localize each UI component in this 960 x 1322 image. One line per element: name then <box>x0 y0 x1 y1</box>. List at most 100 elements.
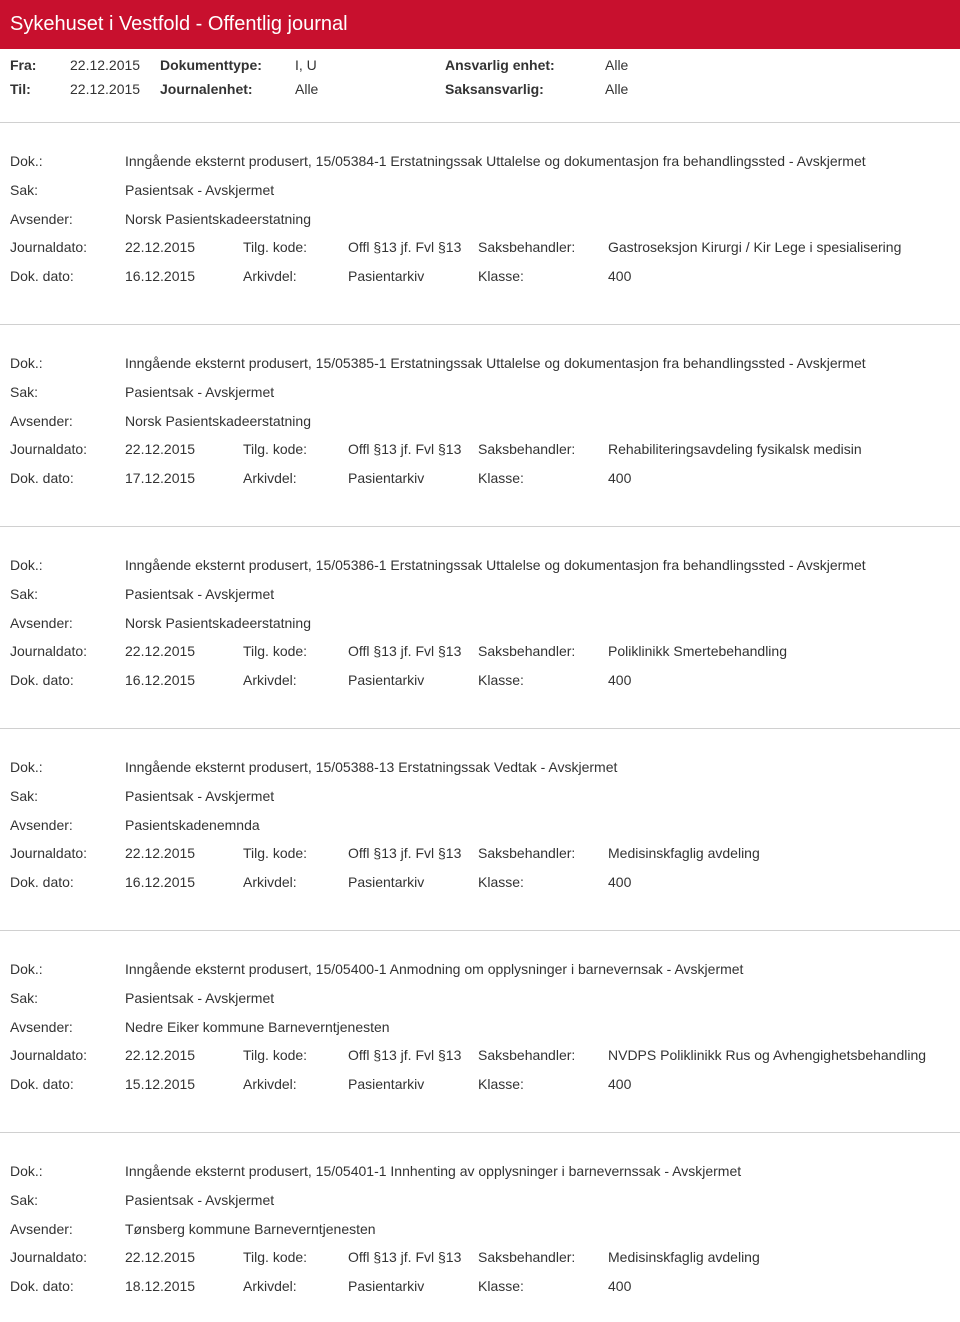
arkivdel-label: Arkivdel: <box>243 1275 348 1299</box>
records-list: Dok.: Inngående eksternt produsert, 15/0… <box>0 122 960 1322</box>
saksansvarlig-label: Saksansvarlig: <box>445 81 605 97</box>
tilgkode-label: Tilg. kode: <box>243 640 348 664</box>
klasse-value: 400 <box>608 1275 950 1299</box>
journaldato-value: 22.12.2015 <box>125 842 243 866</box>
tilgkode-label: Tilg. kode: <box>243 236 348 260</box>
dokdato-value: 16.12.2015 <box>125 871 243 895</box>
sak-label: Sak: <box>10 583 125 607</box>
dokdato-label: Dok. dato: <box>10 1073 125 1097</box>
saksbehandler-value: Medisinskfaglig avdeling <box>608 842 950 866</box>
dokdato-value: 15.12.2015 <box>125 1073 243 1097</box>
arkivdel-value: Pasientarkiv <box>348 871 478 895</box>
dokdato-label: Dok. dato: <box>10 265 125 289</box>
saksbehandler-label: Saksbehandler: <box>478 438 608 462</box>
dokdato-value: 18.12.2015 <box>125 1275 243 1299</box>
avsender-value: Tønsberg kommune Barneverntjenesten <box>125 1218 950 1242</box>
record-divider <box>0 324 960 325</box>
dok-value: Inngående eksternt produsert, 15/05386-1… <box>125 554 950 578</box>
fra-label: Fra: <box>10 57 70 73</box>
dok-value: Inngående eksternt produsert, 15/05385-1… <box>125 352 950 376</box>
doktype-value: I, U <box>295 57 445 73</box>
record-divider <box>0 526 960 527</box>
dokdato-value: 17.12.2015 <box>125 467 243 491</box>
sak-value: Pasientsak - Avskjermet <box>125 179 950 203</box>
page-header: Sykehuset i Vestfold - Offentlig journal <box>0 0 960 49</box>
dok-value: Inngående eksternt produsert, 15/05400-1… <box>125 958 950 982</box>
til-label: Til: <box>10 81 70 97</box>
sak-label: Sak: <box>10 1189 125 1213</box>
ansvarlig-label: Ansvarlig enhet: <box>445 57 605 73</box>
journaldato-label: Journaldato: <box>10 842 125 866</box>
saksbehandler-value: Rehabiliteringsavdeling fysikalsk medisi… <box>608 438 950 462</box>
meta-row-1: Fra: 22.12.2015 Dokumenttype: I, U Ansva… <box>0 49 960 73</box>
sak-value: Pasientsak - Avskjermet <box>125 785 950 809</box>
arkivdel-label: Arkivdel: <box>243 669 348 693</box>
avsender-label: Avsender: <box>10 814 125 838</box>
dok-label: Dok.: <box>10 1160 125 1184</box>
arkivdel-label: Arkivdel: <box>243 1073 348 1097</box>
tilgkode-value: Offl §13 jf. Fvl §13 <box>348 1044 478 1068</box>
sak-label: Sak: <box>10 785 125 809</box>
journaldato-value: 22.12.2015 <box>125 438 243 462</box>
klasse-value: 400 <box>608 871 950 895</box>
sak-value: Pasientsak - Avskjermet <box>125 987 950 1011</box>
klasse-value: 400 <box>608 467 950 491</box>
record-divider <box>0 1132 960 1133</box>
avsender-value: Pasientskadenemnda <box>125 814 950 838</box>
dok-value: Inngående eksternt produsert, 15/05388-1… <box>125 756 950 780</box>
avsender-label: Avsender: <box>10 410 125 434</box>
saksbehandler-label: Saksbehandler: <box>478 640 608 664</box>
dokdato-label: Dok. dato: <box>10 467 125 491</box>
dokdato-label: Dok. dato: <box>10 871 125 895</box>
klasse-value: 400 <box>608 1073 950 1097</box>
saksbehandler-value: NVDPS Poliklinikk Rus og Avhengighetsbeh… <box>608 1044 950 1068</box>
journaldato-label: Journaldato: <box>10 1044 125 1068</box>
record-divider <box>0 728 960 729</box>
journalenhet-value: Alle <box>295 81 445 97</box>
dok-label: Dok.: <box>10 958 125 982</box>
avsender-value: Norsk Pasientskadeerstatning <box>125 410 950 434</box>
tilgkode-label: Tilg. kode: <box>243 1044 348 1068</box>
arkivdel-label: Arkivdel: <box>243 265 348 289</box>
klasse-label: Klasse: <box>478 669 608 693</box>
dokdato-label: Dok. dato: <box>10 1275 125 1299</box>
journaldato-label: Journaldato: <box>10 438 125 462</box>
tilgkode-value: Offl §13 jf. Fvl §13 <box>348 842 478 866</box>
dokdato-value: 16.12.2015 <box>125 669 243 693</box>
dokdato-label: Dok. dato: <box>10 669 125 693</box>
saksbehandler-label: Saksbehandler: <box>478 1246 608 1270</box>
fra-value: 22.12.2015 <box>70 57 160 73</box>
saksbehandler-value: Medisinskfaglig avdeling <box>608 1246 950 1270</box>
saksbehandler-label: Saksbehandler: <box>478 842 608 866</box>
arkivdel-value: Pasientarkiv <box>348 265 478 289</box>
journaldato-value: 22.12.2015 <box>125 640 243 664</box>
arkivdel-label: Arkivdel: <box>243 871 348 895</box>
journal-record: Dok.: Inngående eksternt produsert, 15/0… <box>0 337 960 514</box>
dok-label: Dok.: <box>10 554 125 578</box>
tilgkode-label: Tilg. kode: <box>243 438 348 462</box>
sak-label: Sak: <box>10 987 125 1011</box>
til-value: 22.12.2015 <box>70 81 160 97</box>
journaldato-label: Journaldato: <box>10 1246 125 1270</box>
saksbehandler-label: Saksbehandler: <box>478 1044 608 1068</box>
klasse-value: 400 <box>608 265 950 289</box>
journaldato-value: 22.12.2015 <box>125 236 243 260</box>
avsender-value: Norsk Pasientskadeerstatning <box>125 612 950 636</box>
arkivdel-label: Arkivdel: <box>243 467 348 491</box>
meta-row-2: Til: 22.12.2015 Journalenhet: Alle Saksa… <box>0 73 960 97</box>
klasse-value: 400 <box>608 669 950 693</box>
dok-value: Inngående eksternt produsert, 15/05384-1… <box>125 150 950 174</box>
sak-value: Pasientsak - Avskjermet <box>125 583 950 607</box>
klasse-label: Klasse: <box>478 265 608 289</box>
journaldato-value: 22.12.2015 <box>125 1044 243 1068</box>
sak-label: Sak: <box>10 381 125 405</box>
arkivdel-value: Pasientarkiv <box>348 669 478 693</box>
ansvarlig-value: Alle <box>605 57 628 73</box>
saksansvarlig-value: Alle <box>605 81 628 97</box>
saksbehandler-value: Poliklinikk Smertebehandling <box>608 640 950 664</box>
sak-value: Pasientsak - Avskjermet <box>125 1189 950 1213</box>
saksbehandler-value: Gastroseksjon Kirurgi / Kir Lege i spesi… <box>608 236 950 260</box>
avsender-label: Avsender: <box>10 1218 125 1242</box>
journaldato-label: Journaldato: <box>10 640 125 664</box>
dok-label: Dok.: <box>10 150 125 174</box>
